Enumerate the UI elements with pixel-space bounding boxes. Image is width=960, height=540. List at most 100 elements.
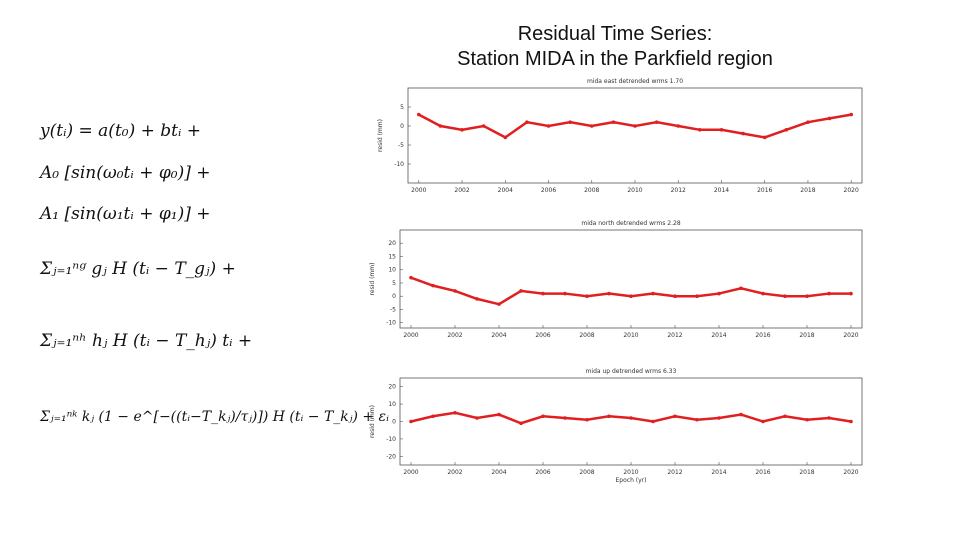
- x-tick-label: 2020: [844, 187, 859, 194]
- point: [585, 417, 589, 422]
- point: [438, 124, 443, 128]
- point: [519, 421, 523, 426]
- point: [849, 419, 853, 424]
- point: [563, 291, 567, 296]
- y-tick-label: 0: [392, 419, 396, 426]
- point: [717, 291, 721, 296]
- point: [827, 291, 831, 296]
- equation: Σⱼ₌₁ⁿʰ hⱼ H (tᵢ − T_hⱼ) tᵢ +: [39, 331, 252, 351]
- x-tick-label: 2000: [403, 332, 418, 339]
- x-tick-label: 2008: [579, 469, 594, 476]
- point: [525, 120, 529, 124]
- x-tick-label: 2018: [800, 187, 815, 194]
- x-tick-label: 2014: [714, 187, 729, 194]
- x-tick-label: 2002: [454, 187, 469, 194]
- point: [607, 291, 611, 296]
- point: [417, 112, 421, 117]
- point: [585, 294, 589, 299]
- point: [739, 412, 743, 417]
- x-tick-label: 2002: [447, 332, 462, 339]
- point: [563, 416, 567, 420]
- point: [481, 124, 486, 128]
- x-tick-label: 2008: [579, 332, 594, 339]
- point: [827, 416, 831, 420]
- point: [673, 414, 677, 419]
- x-tick-label: 2016: [755, 469, 770, 476]
- title-line: Residual Time Series:: [518, 23, 713, 45]
- point: [673, 294, 677, 299]
- point: [475, 416, 479, 420]
- point: [541, 414, 545, 419]
- point: [827, 116, 832, 121]
- y-tick-label: -10: [386, 320, 396, 327]
- point: [409, 419, 413, 424]
- point: [651, 419, 655, 424]
- y-tick-label: 20: [388, 384, 396, 391]
- title-line: Station MIDA in the Parkfield region: [457, 48, 773, 70]
- x-axis-label: Epoch (yr): [616, 477, 647, 484]
- x-tick-label: 2010: [627, 187, 642, 194]
- point: [497, 412, 501, 417]
- point: [629, 416, 633, 420]
- chart-title: mida up detrended wrms 6.33: [586, 368, 677, 375]
- y-tick-label: -20: [386, 453, 396, 460]
- x-tick-label: 2000: [403, 469, 418, 476]
- point: [717, 416, 721, 420]
- x-tick-label: 2004: [498, 187, 513, 194]
- point: [431, 283, 435, 288]
- x-tick-label: 2018: [799, 332, 814, 339]
- point: [611, 120, 616, 124]
- point: [633, 124, 637, 128]
- y-tick-label: -5: [398, 142, 404, 149]
- x-tick-label: 2008: [584, 187, 599, 194]
- x-tick-label: 2006: [535, 469, 550, 476]
- point: [651, 291, 655, 296]
- x-tick-label: 2016: [757, 187, 772, 194]
- y-axis-label: resid (mm): [377, 119, 384, 152]
- equation: Σⱼ₌₁ⁿᵍ gⱼ H (tᵢ − T_gⱼ) +: [39, 259, 236, 279]
- y-tick-label: 0: [400, 123, 404, 130]
- y-axis-label: resid (mm): [369, 405, 376, 438]
- y-tick-label: 5: [400, 104, 404, 111]
- point: [805, 417, 809, 422]
- point: [695, 417, 699, 422]
- point: [783, 294, 787, 299]
- point: [460, 128, 464, 132]
- point: [453, 289, 457, 293]
- x-tick-label: 2006: [535, 332, 550, 339]
- y-tick-label: 5: [392, 280, 396, 287]
- y-axis-label: resid (mm): [369, 263, 376, 296]
- x-tick-label: 2014: [711, 469, 726, 476]
- point: [805, 294, 809, 299]
- x-tick-label: 2020: [843, 332, 858, 339]
- point: [784, 128, 789, 132]
- point: [806, 120, 810, 124]
- x-tick-label: 2014: [711, 332, 726, 339]
- x-tick-label: 2020: [843, 469, 858, 476]
- plot-frame: [399, 377, 863, 466]
- equation: y(tᵢ) = a(t₀) + btᵢ +: [39, 121, 201, 141]
- plot-frame: [407, 87, 863, 184]
- x-tick-label: 2018: [799, 469, 814, 476]
- x-tick-label: 2004: [491, 332, 506, 339]
- point: [698, 128, 702, 132]
- point: [695, 294, 699, 299]
- x-tick-label: 2010: [623, 469, 638, 476]
- equation: Σⱼ₌₁ⁿᵏ kⱼ (1 − e^[−((tᵢ−T_kⱼ)/τⱼ)]) H (t…: [39, 409, 389, 425]
- chart-title: mida east detrended wrms 1.70: [587, 78, 683, 85]
- x-tick-label: 2012: [667, 332, 682, 339]
- point: [849, 291, 853, 296]
- point: [849, 112, 853, 117]
- point: [783, 414, 787, 419]
- point: [497, 302, 501, 306]
- x-tick-label: 2012: [667, 469, 682, 476]
- y-tick-label: 10: [388, 401, 396, 408]
- point: [676, 124, 681, 128]
- point: [431, 414, 435, 419]
- point: [453, 411, 457, 415]
- x-tick-label: 2006: [541, 187, 556, 194]
- point: [739, 286, 743, 291]
- point: [409, 275, 413, 280]
- equation: A₁ [sin(ω₁tᵢ + φ₁)] +: [38, 204, 210, 224]
